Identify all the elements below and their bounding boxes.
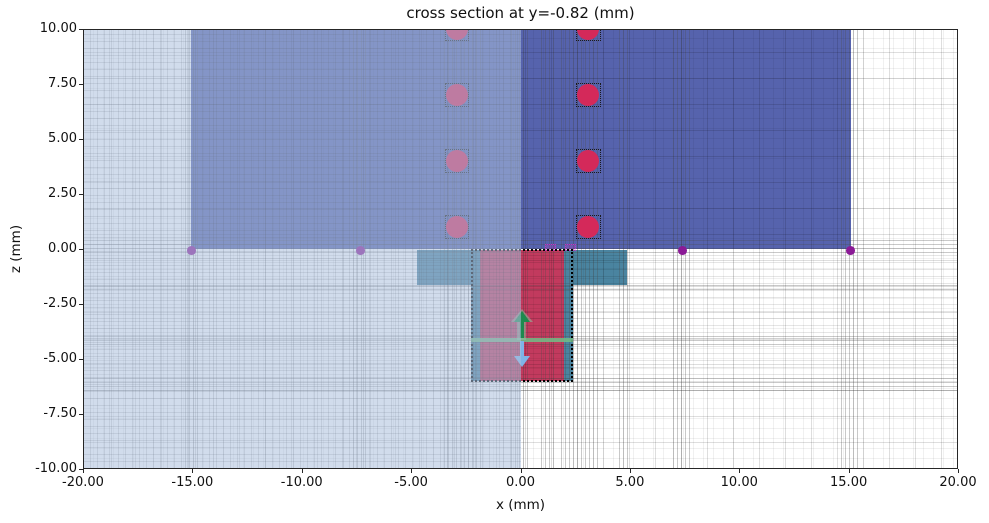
x-tick-label: 15.00 — [830, 475, 868, 490]
x-tick-mark — [739, 469, 741, 473]
x-tick-mark — [848, 469, 850, 473]
y-tick-label: 5.00 — [48, 131, 77, 146]
via-circle-bounds — [576, 214, 601, 240]
y-tick-label: 7.50 — [48, 76, 77, 91]
via-circle-bounds — [576, 148, 601, 174]
x-tick-mark — [958, 469, 959, 473]
x-tick-label: -20.00 — [62, 475, 104, 490]
x-tick-mark — [629, 469, 631, 473]
y-tick-label: -2.50 — [43, 296, 77, 311]
y-tick-mark — [79, 84, 83, 85]
x-tick-label: -5.00 — [394, 475, 428, 490]
y-tick-mark — [79, 29, 83, 30]
via-circle-bounds — [576, 82, 601, 108]
x-axis-label: x (mm) — [495, 497, 546, 513]
x-tick-label: 0.00 — [506, 475, 535, 490]
source-arrow-up-icon — [513, 311, 530, 339]
via-circle — [577, 150, 600, 172]
plot-area — [83, 29, 958, 469]
x-tick-label: -15.00 — [171, 475, 214, 490]
via-circle — [577, 29, 600, 40]
x-tick-label: 20.00 — [939, 475, 977, 490]
x-tick-label: -10.00 — [280, 475, 323, 490]
x-tick-label: 5.00 — [615, 475, 645, 490]
source-arrow-up-icon-head — [513, 311, 530, 323]
y-tick-label: -10.00 — [35, 461, 77, 476]
y-tick-mark — [79, 139, 83, 140]
x-tick-mark — [520, 469, 522, 473]
source-arrow-up-icon-shaft — [519, 321, 524, 339]
symmetry-overlay — [83, 29, 521, 469]
source-arrow-down-icon-shaft — [519, 340, 524, 358]
x-tick-mark — [301, 469, 303, 473]
y-tick-mark — [79, 249, 83, 250]
plot-title: cross section at y=-0.82 (mm) — [406, 4, 635, 22]
y-tick-mark — [79, 304, 83, 305]
vertex-point — [846, 246, 856, 256]
x-tick-label: 10.00 — [720, 475, 758, 490]
y-tick-mark — [79, 359, 83, 360]
y-tick-mark — [79, 469, 83, 470]
y-tick-label: 2.50 — [48, 186, 77, 201]
x-tick-mark — [411, 469, 413, 473]
y-tick-label: -7.50 — [43, 406, 77, 421]
via-circle — [577, 216, 600, 238]
source-arrow-down-icon-head — [513, 356, 530, 368]
x-tick-mark — [192, 469, 194, 473]
mesh-refinement-hband — [83, 282, 958, 290]
y-tick-label: 10.00 — [39, 21, 77, 36]
via-circle-bounds — [576, 29, 601, 42]
vertex-point — [678, 246, 687, 256]
via-circle — [577, 84, 600, 106]
y-tick-mark — [79, 194, 83, 195]
mesh-refinement-vband — [577, 29, 600, 469]
y-tick-label: -5.00 — [43, 351, 77, 366]
y-tick-mark — [79, 414, 83, 415]
x-tick-mark — [83, 469, 84, 473]
source-arrow-down-icon — [513, 340, 530, 368]
mesh-refinement-vband — [618, 29, 631, 469]
y-tick-label: 0.00 — [48, 241, 77, 256]
